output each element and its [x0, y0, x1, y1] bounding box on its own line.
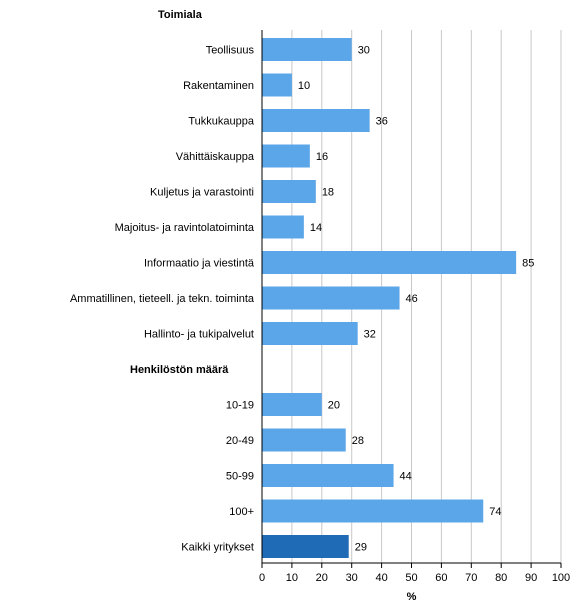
- bar: [262, 73, 292, 97]
- value-label: 44: [400, 471, 412, 483]
- category-label: Kaikki yritykset: [181, 542, 254, 554]
- bar: [262, 464, 394, 487]
- x-tick-label: 0: [259, 572, 265, 584]
- bar: [262, 215, 304, 239]
- value-label: 85: [522, 258, 534, 270]
- group-header: Toimiala: [158, 9, 203, 21]
- x-axis: 0 10 20 30 40 50 60 70 80 90 100: [259, 30, 570, 584]
- value-label: 74: [489, 506, 501, 518]
- value-label: 30: [358, 45, 370, 57]
- total-bar: [262, 535, 349, 558]
- category-label: 50-99: [226, 471, 254, 483]
- value-label: 29: [355, 542, 367, 554]
- category-label: Majoitus- ja ravintolatoiminta: [115, 222, 255, 234]
- category-label: 20-49: [226, 435, 254, 447]
- x-axis-label: %: [407, 591, 417, 603]
- category-label: Informaatio ja viestintä: [144, 258, 255, 270]
- value-label: 20: [328, 400, 340, 412]
- bars: [262, 38, 517, 558]
- group-header: Henkilöstön määrä: [130, 364, 229, 376]
- bar: [262, 109, 370, 132]
- bar: [262, 286, 400, 310]
- category-label: Hallinto- ja tukipalvelut: [144, 329, 254, 341]
- bar: [262, 144, 310, 168]
- category-label: Teollisuus: [206, 45, 255, 57]
- x-tick-label: 20: [316, 572, 328, 584]
- category-label: Ammatillinen, tieteell. ja tekn. toimint…: [70, 293, 255, 305]
- bar: [262, 499, 484, 523]
- x-tick-label: 10: [286, 572, 298, 584]
- x-tick-label: 100: [552, 572, 570, 584]
- x-tick-label: 30: [346, 572, 358, 584]
- bar: [262, 393, 322, 416]
- bar: [262, 428, 346, 452]
- category-label: Vähittäiskauppa: [176, 151, 255, 163]
- x-tick-label: 60: [435, 572, 447, 584]
- value-label: 36: [376, 116, 388, 128]
- x-tick-label: 70: [465, 572, 477, 584]
- bar: [262, 180, 316, 203]
- category-label: Rakentaminen: [183, 80, 254, 92]
- bar: [262, 38, 352, 61]
- x-tick-label: 80: [495, 572, 507, 584]
- value-label: 14: [310, 222, 322, 234]
- value-label: 16: [316, 151, 328, 163]
- category-labels: Toimiala Teollisuus Rakentaminen Tukkukaupp…: [70, 9, 255, 554]
- value-label: 32: [364, 329, 376, 341]
- value-label: 10: [298, 80, 310, 92]
- bar: [262, 322, 358, 345]
- category-label: 100+: [229, 506, 254, 518]
- value-label: 28: [352, 435, 364, 447]
- value-label: 46: [406, 293, 418, 305]
- x-tick-label: 90: [525, 572, 537, 584]
- value-labels: 30 10 36 16 18 14 85 46 32 20 28 44 74 29: [298, 45, 535, 554]
- category-label: Tukkukauppa: [188, 116, 255, 128]
- x-tick-label: 50: [405, 572, 417, 584]
- x-tick-label: 40: [375, 572, 387, 584]
- value-label: 18: [322, 187, 334, 199]
- category-label: Kuljetus ja varastointi: [150, 187, 254, 199]
- bar: [262, 251, 517, 274]
- category-label: 10-19: [226, 400, 254, 412]
